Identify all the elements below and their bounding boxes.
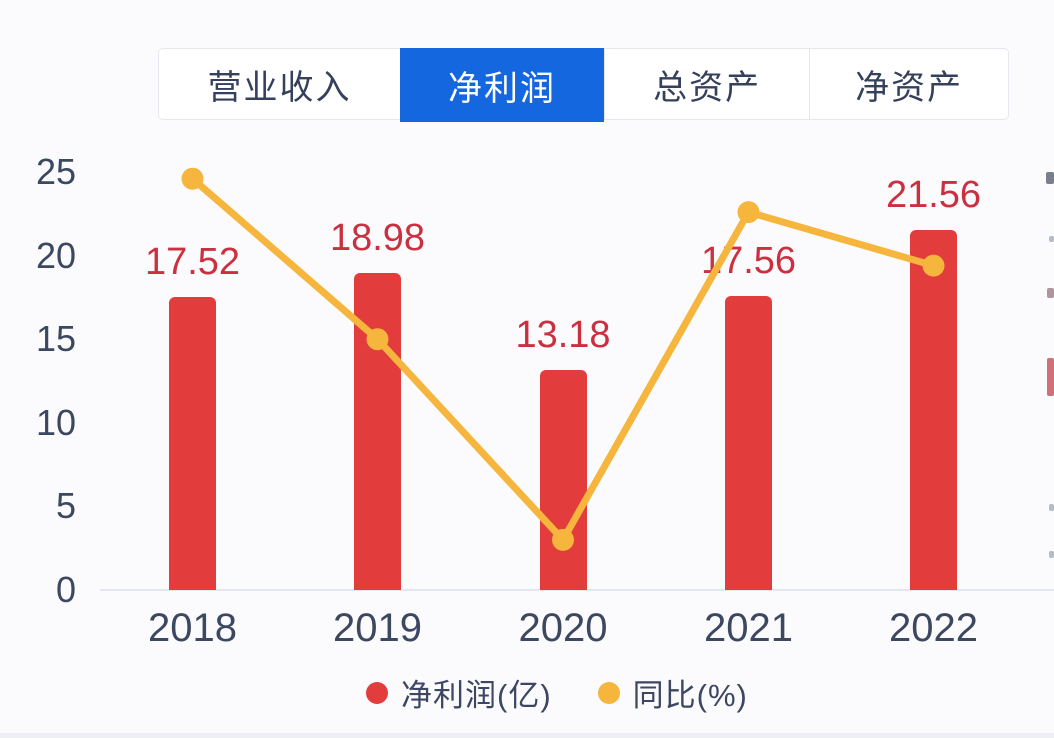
y-axis-tick-15: 15 [35, 318, 76, 360]
tab-total-assets[interactable]: 总资产 [603, 49, 809, 119]
y-axis-tick-5: 5 [55, 485, 76, 527]
yoy-point-2019[interactable] [366, 328, 389, 351]
x-axis-label-2021: 2021 [704, 606, 793, 650]
y-axis-tick-0: 0 [55, 569, 76, 610]
legend-item-net-profit[interactable]: 净利润(亿) [366, 670, 552, 715]
bar-2021[interactable] [725, 296, 772, 590]
y-axis-tick-10: 10 [35, 401, 76, 443]
legend-label: 同比(%) [632, 678, 748, 713]
bar-value-label-2020: 13.18 [515, 313, 611, 356]
bar-value-label-2022: 21.56 [885, 173, 982, 216]
tab-net-profit[interactable]: 净利润 [400, 48, 604, 122]
tab-label: 净利润 [447, 69, 556, 108]
tab-operating-revenue[interactable]: 营业收入 [159, 49, 400, 119]
legend-item-yoy[interactable]: 同比(%) [597, 670, 748, 715]
yoy-point-2021[interactable] [737, 201, 760, 224]
bar-value-label-2019: 18.98 [329, 216, 426, 259]
yoy-point-2022[interactable] [922, 254, 945, 277]
chart-legend: 净利润(亿) 同比(%) [366, 670, 748, 715]
yoy-line [189, 175, 937, 544]
legend-dot-icon [366, 681, 388, 704]
legend-dot-icon [597, 681, 620, 704]
tab-label: 净资产 [855, 68, 964, 107]
tab-label: 营业收入 [207, 68, 352, 107]
tab-label: 总资产 [653, 68, 762, 107]
x-axis-label-2019: 2019 [333, 606, 422, 650]
bottom-border-strip [0, 733, 1054, 738]
metric-tab-bar: 营业收入 净利润 总资产 净资产 [158, 48, 1009, 122]
y-axis-tick-20: 20 [35, 234, 76, 276]
legend-label: 净利润(亿) [401, 678, 552, 713]
bar-2022[interactable] [910, 229, 957, 590]
x-axis-label-2022: 2022 [889, 606, 978, 650]
yoy-point-2020[interactable] [552, 528, 574, 551]
x-axis-label-2020: 2020 [518, 606, 608, 650]
bar-2018[interactable] [169, 297, 216, 590]
bar-2020[interactable] [539, 369, 587, 590]
tab-net-assets[interactable]: 净资产 [809, 49, 1008, 119]
x-axis-line [100, 589, 1054, 591]
x-axis-label-2018: 2018 [148, 606, 237, 650]
yoy-point-2018[interactable] [181, 167, 204, 190]
y-axis-tick-25: 25 [35, 151, 76, 192]
bar-value-label-2018: 17.52 [144, 241, 241, 284]
